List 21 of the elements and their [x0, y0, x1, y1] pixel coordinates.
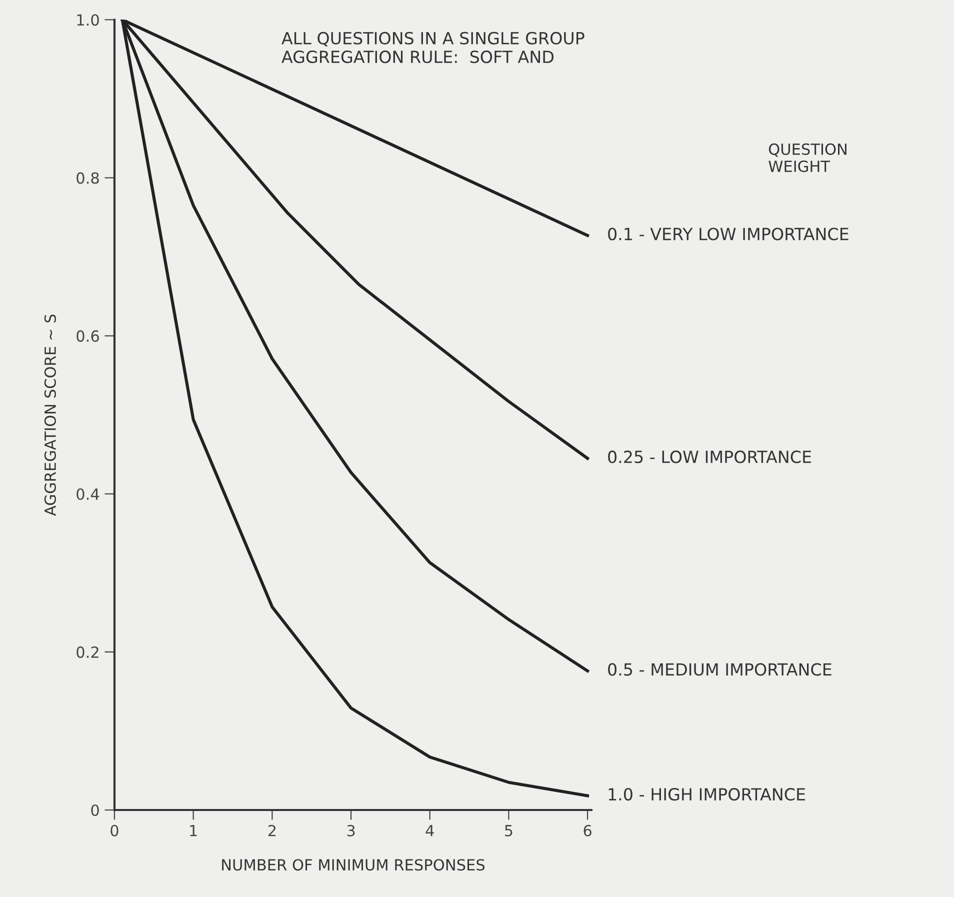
x-tick-label: 1: [190, 825, 197, 836]
series-label: 0.25 - LOW IMPORTANCE: [608, 450, 811, 464]
legend-title: QUESTION WEIGHT: [768, 143, 846, 172]
x-tick-label: 3: [347, 824, 355, 836]
x-axis-title: NUMBER OF MINIMUM RESPONSES: [222, 859, 485, 871]
y-axis-title: AGGREGATION SCORE ~ S: [44, 314, 56, 516]
x-tick-label: 5: [505, 825, 512, 836]
series-label: 0.5 - MEDIUM IMPORTANCE: [608, 663, 832, 676]
text: ALL QUESTIONS IN A SINGLE GROUP AGGREGATION RULE: SOFT AND: [282, 32, 584, 64]
y-tick-label: 0.8: [76, 172, 99, 184]
series-label: 0.1 - VERY LOW IMPORTANCE: [608, 228, 848, 240]
y-tick-label: 0: [91, 804, 99, 816]
y-tick-label: 1.0: [77, 14, 99, 26]
y-tick-label: 0.4: [76, 488, 100, 500]
y-tick-label: 0.6: [76, 330, 99, 342]
x-tick-label: 2: [268, 824, 276, 836]
series-label: 1.0 - HIGH IMPORTANCE: [608, 788, 805, 801]
x-tick-label: 6: [584, 824, 592, 836]
y-tick-label: 0.2: [76, 646, 98, 658]
x-tick-label: 0: [110, 824, 118, 836]
x-tick-label: 4: [426, 825, 434, 836]
